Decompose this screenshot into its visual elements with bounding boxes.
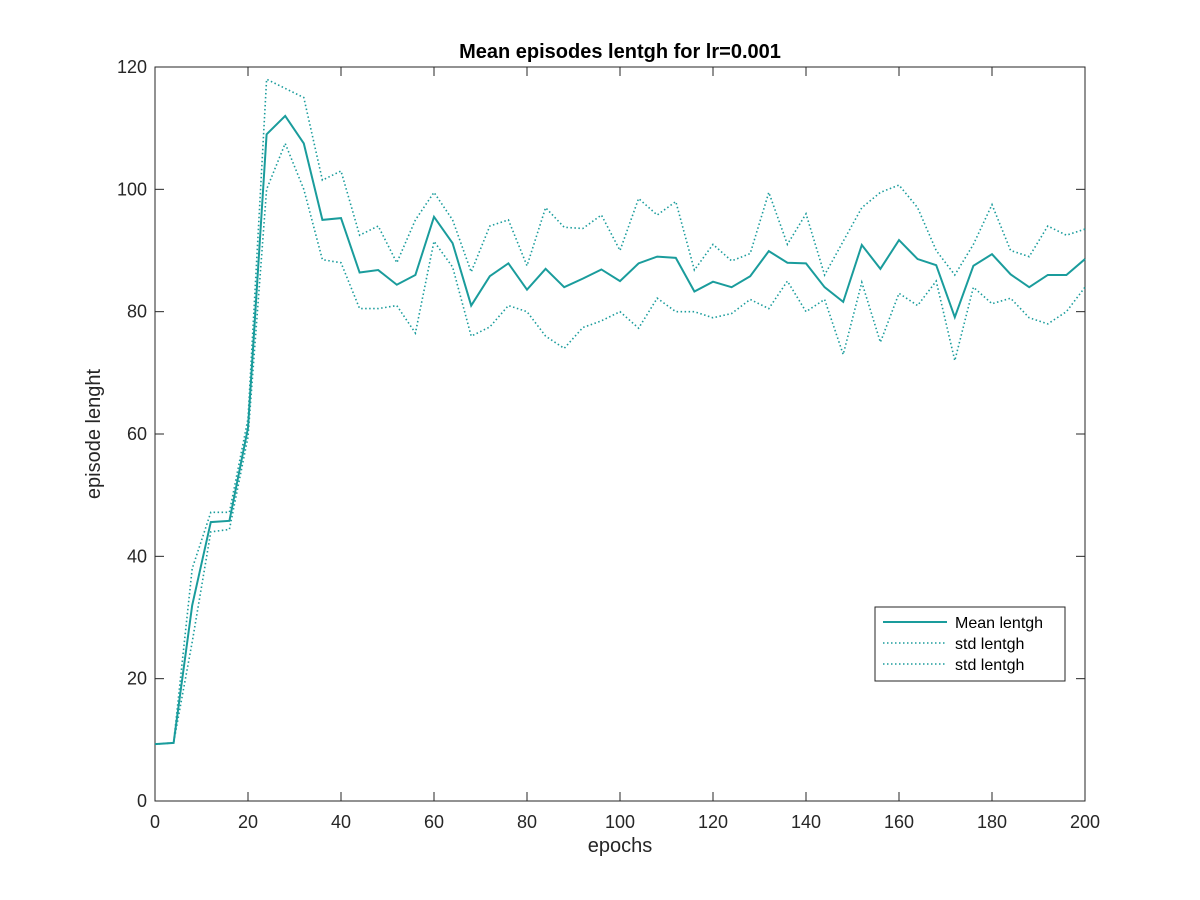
y-tick-label: 20 xyxy=(127,669,147,689)
x-tick-label: 100 xyxy=(605,812,635,832)
series-line-1 xyxy=(154,77,1086,745)
x-tick-label: 40 xyxy=(331,812,351,832)
x-tick-label: 200 xyxy=(1070,812,1100,832)
y-tick-label: 40 xyxy=(127,546,147,566)
legend: Mean lentgh std lentgh std lentgh xyxy=(874,606,1066,682)
x-tick-label: 80 xyxy=(517,812,537,832)
x-axis-label: epochs xyxy=(588,835,653,857)
plot-area xyxy=(154,66,1086,802)
y-axis-label: episode lenght xyxy=(83,369,105,500)
series-lines xyxy=(154,77,1086,746)
chart-title: Mean episodes lentgh for lr=0.001 xyxy=(459,41,781,63)
legend-entry: Mean lentgh xyxy=(955,615,1043,632)
x-tick-label: 20 xyxy=(238,812,258,832)
legend-entry: std lentgh xyxy=(955,657,1024,674)
x-tick-label: 60 xyxy=(424,812,444,832)
x-tick-label: 180 xyxy=(977,812,1007,832)
x-tick-label: 160 xyxy=(884,812,914,832)
axis-ticks: 0 20 40 60 80 100 120 140 160 180 200 0 20 40 60 80 100 1… xyxy=(117,57,1100,832)
y-tick-label: 0 xyxy=(137,791,147,811)
y-tick-label: 100 xyxy=(117,179,147,199)
x-tick-label: 0 xyxy=(150,812,160,832)
y-tick-label: 80 xyxy=(127,302,147,322)
x-tick-label: 140 xyxy=(791,812,821,832)
legend-box xyxy=(874,606,1066,682)
x-tick-label: 120 xyxy=(698,812,728,832)
series-line-0 xyxy=(154,114,1086,746)
y-tick-label: 120 xyxy=(117,57,147,77)
series-line-2 xyxy=(154,141,1086,745)
legend-entry: std lentgh xyxy=(955,636,1024,653)
y-tick-label: 60 xyxy=(127,424,147,444)
